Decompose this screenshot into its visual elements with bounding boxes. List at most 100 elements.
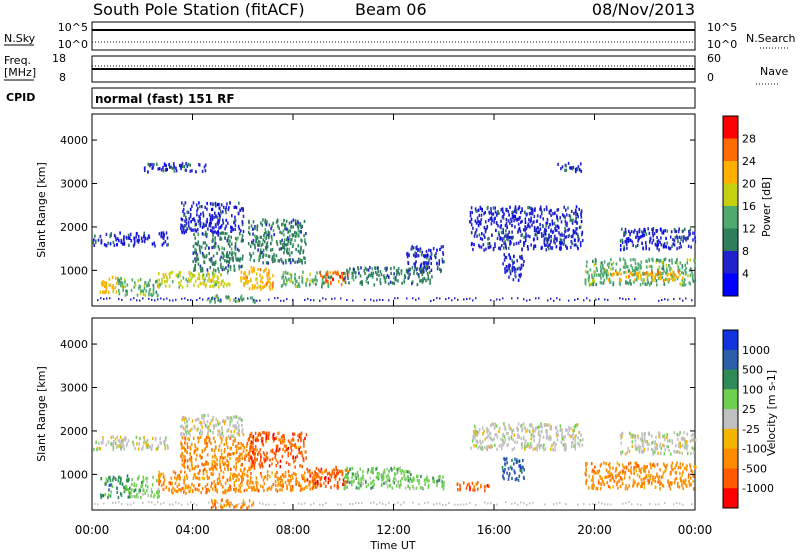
data-cell [214, 295, 217, 299]
data-cell [285, 447, 288, 451]
data-cell [199, 224, 202, 228]
data-cell [474, 424, 476, 428]
data-cell [292, 298, 294, 301]
data-cell [631, 440, 634, 444]
data-cell [534, 429, 536, 433]
data-cell [495, 213, 498, 217]
data-cell [268, 298, 270, 301]
data-cell [576, 221, 578, 225]
data-cell [214, 283, 216, 287]
data-cell [283, 278, 285, 282]
data-cell [232, 256, 234, 260]
data-cell [502, 262, 504, 266]
data-cell [646, 271, 648, 275]
data-cell [441, 260, 444, 264]
data-cell [108, 488, 110, 492]
data-cell [487, 434, 490, 438]
data-cell [473, 234, 476, 238]
data-cell [689, 273, 692, 277]
data-cell [663, 464, 666, 468]
data-cell [197, 464, 199, 468]
data-cell [189, 207, 192, 211]
data-cell [234, 252, 237, 256]
data-cell [320, 467, 323, 471]
data-cell [181, 218, 184, 222]
data-cell [394, 297, 396, 300]
data-cell [270, 241, 272, 246]
data-cell [282, 484, 284, 489]
data-cell [195, 447, 198, 451]
data-cell [567, 206, 569, 210]
data-cell [236, 432, 239, 436]
data-cell [112, 240, 115, 244]
data-cell [655, 279, 658, 283]
data-cell [246, 481, 248, 485]
data-cell [408, 275, 410, 279]
data-cell [211, 455, 214, 459]
data-cell [160, 441, 162, 446]
data-cell [189, 215, 192, 219]
data-cell [181, 285, 184, 289]
data-cell [120, 446, 122, 450]
data-cell [536, 214, 539, 218]
data-cell [184, 297, 186, 300]
data-cell [118, 239, 120, 243]
data-cell [281, 440, 284, 445]
data-cell [219, 465, 222, 469]
data-cell [124, 284, 127, 288]
data-cell [692, 273, 694, 277]
data-cell [208, 273, 210, 277]
data-cell [261, 465, 264, 469]
data-cell [543, 208, 546, 212]
data-cell [565, 445, 567, 450]
data-cell [523, 426, 526, 430]
data-cell [290, 238, 293, 242]
data-cell [292, 437, 294, 441]
data-cell [259, 279, 262, 283]
nsearch-tick-top: 10^5 [707, 21, 737, 34]
data-cell [550, 229, 552, 233]
data-cell [95, 440, 97, 444]
data-cell [479, 445, 481, 449]
data-cell [398, 272, 401, 276]
data-cell [516, 458, 518, 462]
data-cell [298, 284, 301, 288]
data-cell [651, 434, 653, 438]
data-cell [530, 206, 532, 210]
data-cell [312, 479, 314, 483]
data-cell [505, 229, 507, 233]
data-cell [165, 485, 168, 489]
data-cell [575, 212, 577, 217]
data-cell [522, 475, 525, 479]
data-cell [194, 250, 196, 254]
data-cell [265, 437, 267, 441]
data-cell [297, 228, 300, 232]
data-cell [249, 467, 252, 471]
data-cell [416, 245, 418, 249]
data-cell [589, 268, 592, 272]
data-cell [186, 442, 189, 446]
data-cell [273, 253, 275, 257]
data-cell [403, 277, 406, 282]
data-cell [258, 240, 260, 244]
data-cell [635, 278, 638, 282]
data-cell [634, 266, 637, 270]
data-cell [420, 253, 423, 257]
data-cell [443, 260, 445, 264]
data-cell [215, 446, 217, 450]
data-cell [210, 256, 213, 261]
data-cell [645, 241, 647, 245]
data-cell [372, 271, 375, 275]
data-cell [490, 222, 493, 226]
data-cell [107, 290, 110, 294]
data-cell [271, 286, 274, 291]
data-cell [522, 435, 525, 439]
data-cell [183, 164, 186, 168]
nave-tick-top: 60 [707, 52, 721, 65]
data-cell [631, 273, 633, 277]
data-cell [521, 247, 523, 251]
data-cell [191, 442, 193, 446]
data-cell [301, 277, 304, 281]
data-cell [663, 242, 666, 246]
data-cell [626, 265, 628, 269]
